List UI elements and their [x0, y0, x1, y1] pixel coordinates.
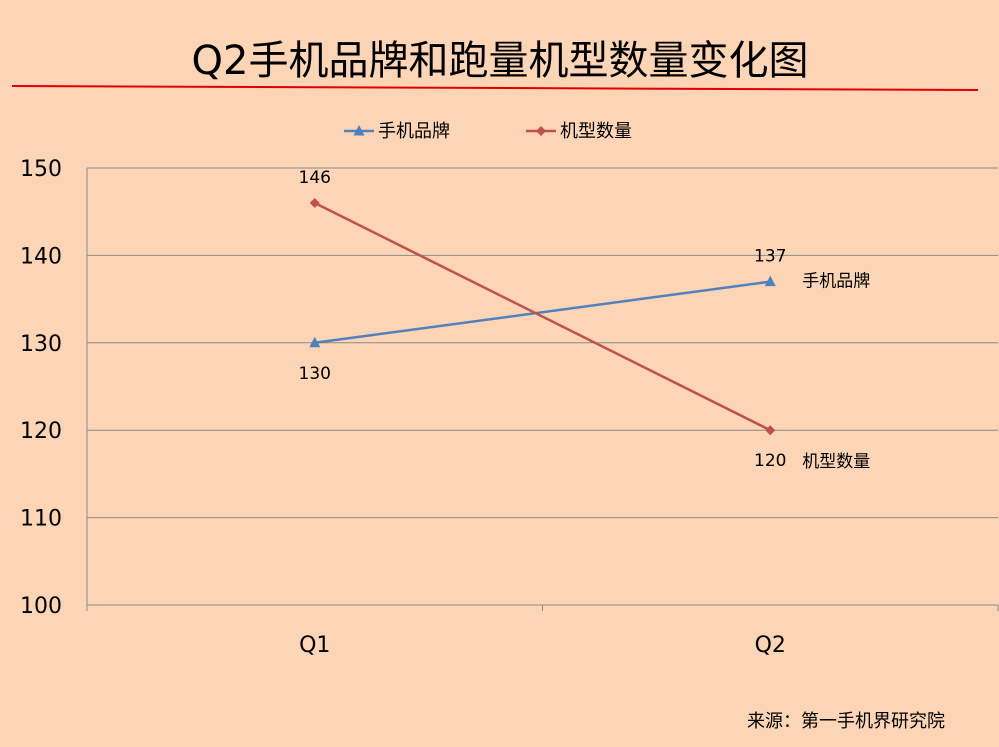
legend-marker [353, 125, 365, 136]
chart-title: Q2手机品牌和跑量机型数量变化图 [192, 38, 809, 84]
y-tick-label: 130 [20, 332, 62, 357]
x-tick-label: Q2 [755, 633, 786, 658]
series-line [314, 201, 771, 432]
legend: 手机品牌 机型数量 [344, 121, 632, 142]
data-point [764, 275, 776, 287]
series-end-label: 手机品牌 [802, 272, 870, 292]
y-tick-label: 140 [20, 244, 62, 269]
y-tick-label: 110 [20, 507, 62, 532]
data-point [309, 336, 321, 348]
data-label: 137 [754, 247, 786, 267]
data-label: 120 [754, 451, 786, 471]
data-point [309, 197, 320, 208]
legend-label: 手机品牌 [378, 121, 450, 142]
series: 130 137 手机品牌 146 120 机型数量 [299, 168, 871, 472]
x-tick-label: Q1 [299, 633, 330, 658]
data-label: 146 [299, 168, 331, 188]
y-tick-label: 120 [20, 419, 62, 444]
series-end-label: 机型数量 [802, 452, 870, 472]
axes: 100 110 120 130 140 150 Q1 Q2 [20, 157, 999, 658]
series-line [314, 280, 771, 345]
data-point [765, 425, 776, 436]
source-note: 来源：第一手机界研究院 [747, 711, 945, 732]
y-tick-label: 100 [20, 594, 62, 619]
title-underline [11, 85, 979, 91]
gridlines [87, 167, 998, 519]
legend-marker [536, 126, 546, 136]
data-label: 130 [299, 364, 331, 384]
legend-label: 机型数量 [560, 121, 632, 142]
y-tick-label: 150 [20, 157, 62, 182]
